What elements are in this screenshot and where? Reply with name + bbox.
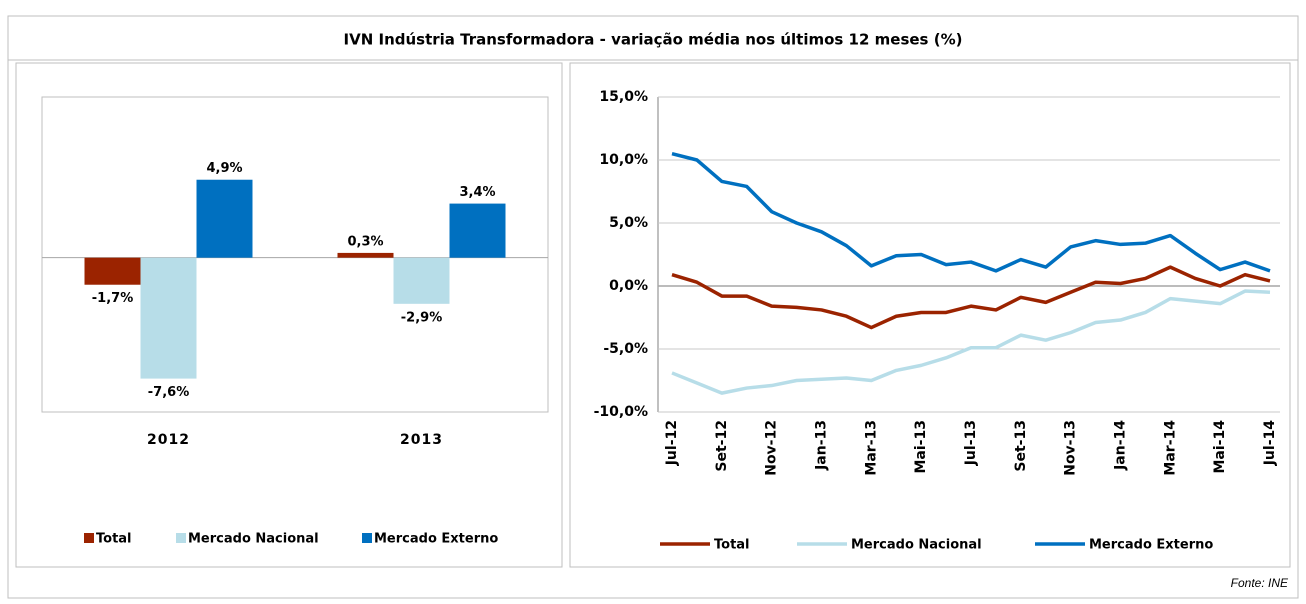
x-tick-label: 2012: [147, 432, 190, 448]
legend-label: Total: [96, 532, 132, 547]
legend-swatch: [84, 533, 94, 543]
x-tick-label: Jul-12: [664, 420, 680, 466]
outer-frame: [7, 15, 1299, 599]
x-tick-label: Mai-14: [1212, 420, 1228, 474]
bar: [84, 257, 141, 285]
line-series: [671, 152, 1271, 273]
chart-title: IVN Indústria Transformadora - variação …: [344, 31, 963, 49]
x-tick-label: Nov-13: [1063, 420, 1079, 476]
x-tick-label: Mar-13: [863, 420, 879, 476]
y-tick-label: 15,0%: [599, 89, 648, 105]
line-series: [671, 265, 1271, 330]
bar-plot-area: [41, 96, 549, 413]
x-tick-label: Jul-13: [963, 420, 979, 466]
x-tick-label: 2013: [400, 432, 443, 448]
y-tick-label: 0,0%: [609, 278, 648, 294]
x-tick-label: Set-13: [1013, 420, 1029, 472]
y-tick-label: -5,0%: [603, 341, 648, 357]
legend-label: Mercado Externo: [1089, 538, 1213, 553]
data-label: -7,6%: [148, 385, 189, 400]
y-tick-label: 10,0%: [599, 152, 648, 168]
legend-swatch: [176, 533, 186, 543]
right-panel: [569, 62, 1291, 568]
data-label: -2,9%: [401, 310, 442, 325]
legend-label: Mercado Nacional: [851, 538, 982, 553]
data-label: 4,9%: [206, 161, 242, 176]
x-tick-label: Jan-14: [1113, 420, 1129, 471]
data-label: 3,4%: [459, 185, 495, 200]
left-panel: [15, 62, 563, 568]
bar: [393, 257, 450, 304]
x-tick-label: Jan-13: [814, 420, 830, 471]
bar: [449, 203, 506, 258]
x-tick-label: Mai-13: [913, 420, 929, 473]
data-label: 0,3%: [347, 234, 383, 249]
y-tick-label: -10,0%: [594, 404, 648, 420]
line-series: [671, 289, 1271, 395]
x-tick-label: Nov-12: [764, 420, 780, 476]
legend-label: Mercado Externo: [374, 532, 498, 547]
legend-swatch: [362, 533, 372, 543]
bar: [196, 179, 253, 258]
legend-label: Total: [714, 538, 750, 553]
x-tick-label: Jul-14: [1262, 420, 1278, 467]
bar: [337, 252, 394, 258]
bar: [140, 257, 197, 379]
x-tick-label: Mar-14: [1162, 420, 1178, 476]
data-label: -1,7%: [92, 291, 133, 306]
y-tick-label: 5,0%: [609, 215, 648, 231]
legend-label: Mercado Nacional: [188, 532, 319, 547]
x-tick-label: Set-12: [714, 420, 730, 472]
source-note: Fonte: INE: [1231, 576, 1289, 590]
